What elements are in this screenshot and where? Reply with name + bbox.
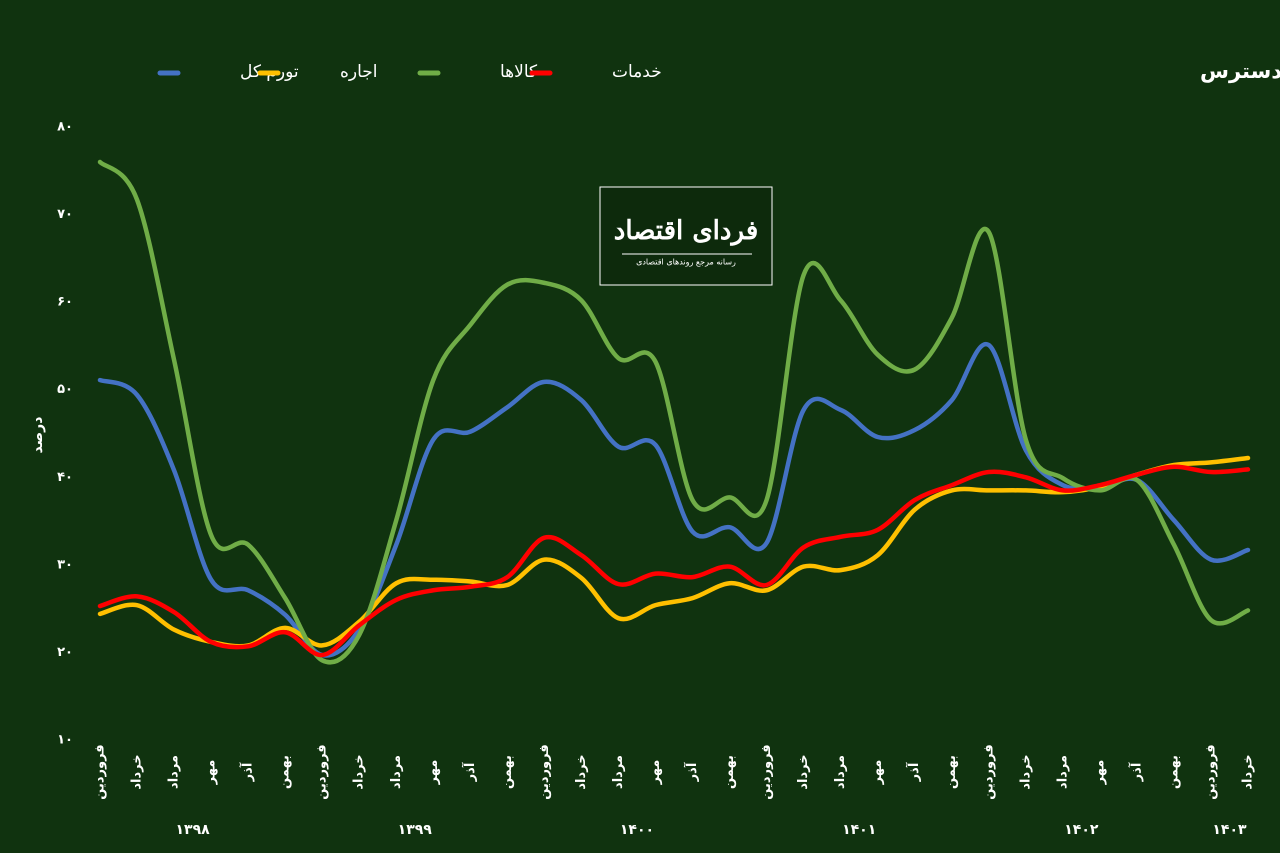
x-tick-label: خرداد bbox=[1241, 754, 1256, 789]
x-tick-label: آذر bbox=[461, 762, 478, 782]
y-tick-label: ۲۰ bbox=[57, 645, 73, 660]
x-tick-label: بهمن bbox=[278, 755, 293, 789]
y-axis-label: درصد bbox=[30, 417, 46, 454]
x-tick-label: مهر bbox=[426, 760, 441, 786]
series-line bbox=[97, 159, 1251, 665]
x-tick-label: بهمن bbox=[1166, 755, 1181, 789]
year-label: ۱۴۰۰ bbox=[620, 822, 654, 838]
x-tick-label: مرداد bbox=[833, 755, 848, 789]
x-tick-label: مرداد bbox=[389, 755, 404, 789]
legend-label: خدمات bbox=[612, 62, 662, 82]
x-tick-label: مرداد bbox=[1055, 755, 1070, 789]
x-tick-label: آذر bbox=[683, 762, 700, 782]
year-label: ۱۳۹۸ bbox=[175, 822, 210, 838]
x-tick-label: مهر bbox=[870, 760, 885, 786]
logo-name: فردای اقتصاد bbox=[614, 216, 759, 246]
x-tick-label: فروردین bbox=[759, 744, 774, 799]
x-tick-label: مهر bbox=[648, 760, 663, 786]
x-tick-label: خرداد bbox=[130, 754, 145, 789]
x-tick-label: فروردین bbox=[537, 744, 552, 799]
year-label: ۱۴۰۳ bbox=[1212, 822, 1247, 838]
y-tick-label: ۸۰ bbox=[57, 120, 73, 135]
legend-label: کالاها bbox=[500, 62, 538, 82]
x-tick-label: آذر bbox=[905, 762, 922, 782]
y-tick-label: ۱۰ bbox=[57, 733, 73, 748]
x-tick-label: مهر bbox=[1092, 760, 1107, 786]
x-tick-label: آذر bbox=[1127, 762, 1144, 782]
x-tick-label: خرداد bbox=[574, 754, 589, 789]
series-line bbox=[97, 464, 1251, 658]
x-tick-label: خرداد bbox=[1018, 754, 1033, 789]
legend-label: اجاره bbox=[340, 62, 378, 82]
x-tick-label: فروردین bbox=[1203, 744, 1218, 799]
x-tick-label: فروردین bbox=[93, 744, 108, 799]
chart-title: کانال ۲۰درصدی تورم همچنان دور از دسترس bbox=[1200, 59, 1280, 83]
x-tick-label: فروردین bbox=[981, 744, 996, 799]
x-tick-label: بهمن bbox=[500, 755, 515, 789]
x-tick-label: خرداد bbox=[796, 754, 811, 789]
x-tick-label: مهر bbox=[204, 760, 219, 786]
logo-tagline: رسانه مرجع روندهای اقتصادی bbox=[636, 258, 736, 267]
y-tick-label: ۳۰ bbox=[57, 557, 73, 572]
x-tick-label: بهمن bbox=[722, 755, 737, 789]
year-label: ۱۳۹۹ bbox=[398, 822, 433, 838]
y-tick-label: ۵۰ bbox=[57, 382, 73, 397]
year-label: ۱۴۰۲ bbox=[1064, 822, 1099, 838]
series-line bbox=[97, 455, 1251, 649]
logo: فردای اقتصاد رسانه مرجع روندهای اقتصادی bbox=[599, 186, 773, 286]
x-tick-label: فروردین bbox=[315, 744, 330, 799]
x-tick-label: آذر bbox=[239, 762, 256, 782]
logo-box bbox=[599, 186, 773, 286]
x-tick-label: بهمن bbox=[944, 755, 959, 789]
y-tick-label: ۴۰ bbox=[57, 470, 73, 485]
y-tick-label: ۶۰ bbox=[57, 295, 73, 310]
x-tick-label: مرداد bbox=[611, 755, 626, 789]
year-label: ۱۴۰۱ bbox=[842, 822, 876, 838]
x-tick-label: مرداد bbox=[167, 755, 182, 789]
series-line bbox=[97, 341, 1251, 658]
x-tick-label: خرداد bbox=[352, 754, 367, 789]
y-tick-label: ۷۰ bbox=[57, 207, 73, 222]
